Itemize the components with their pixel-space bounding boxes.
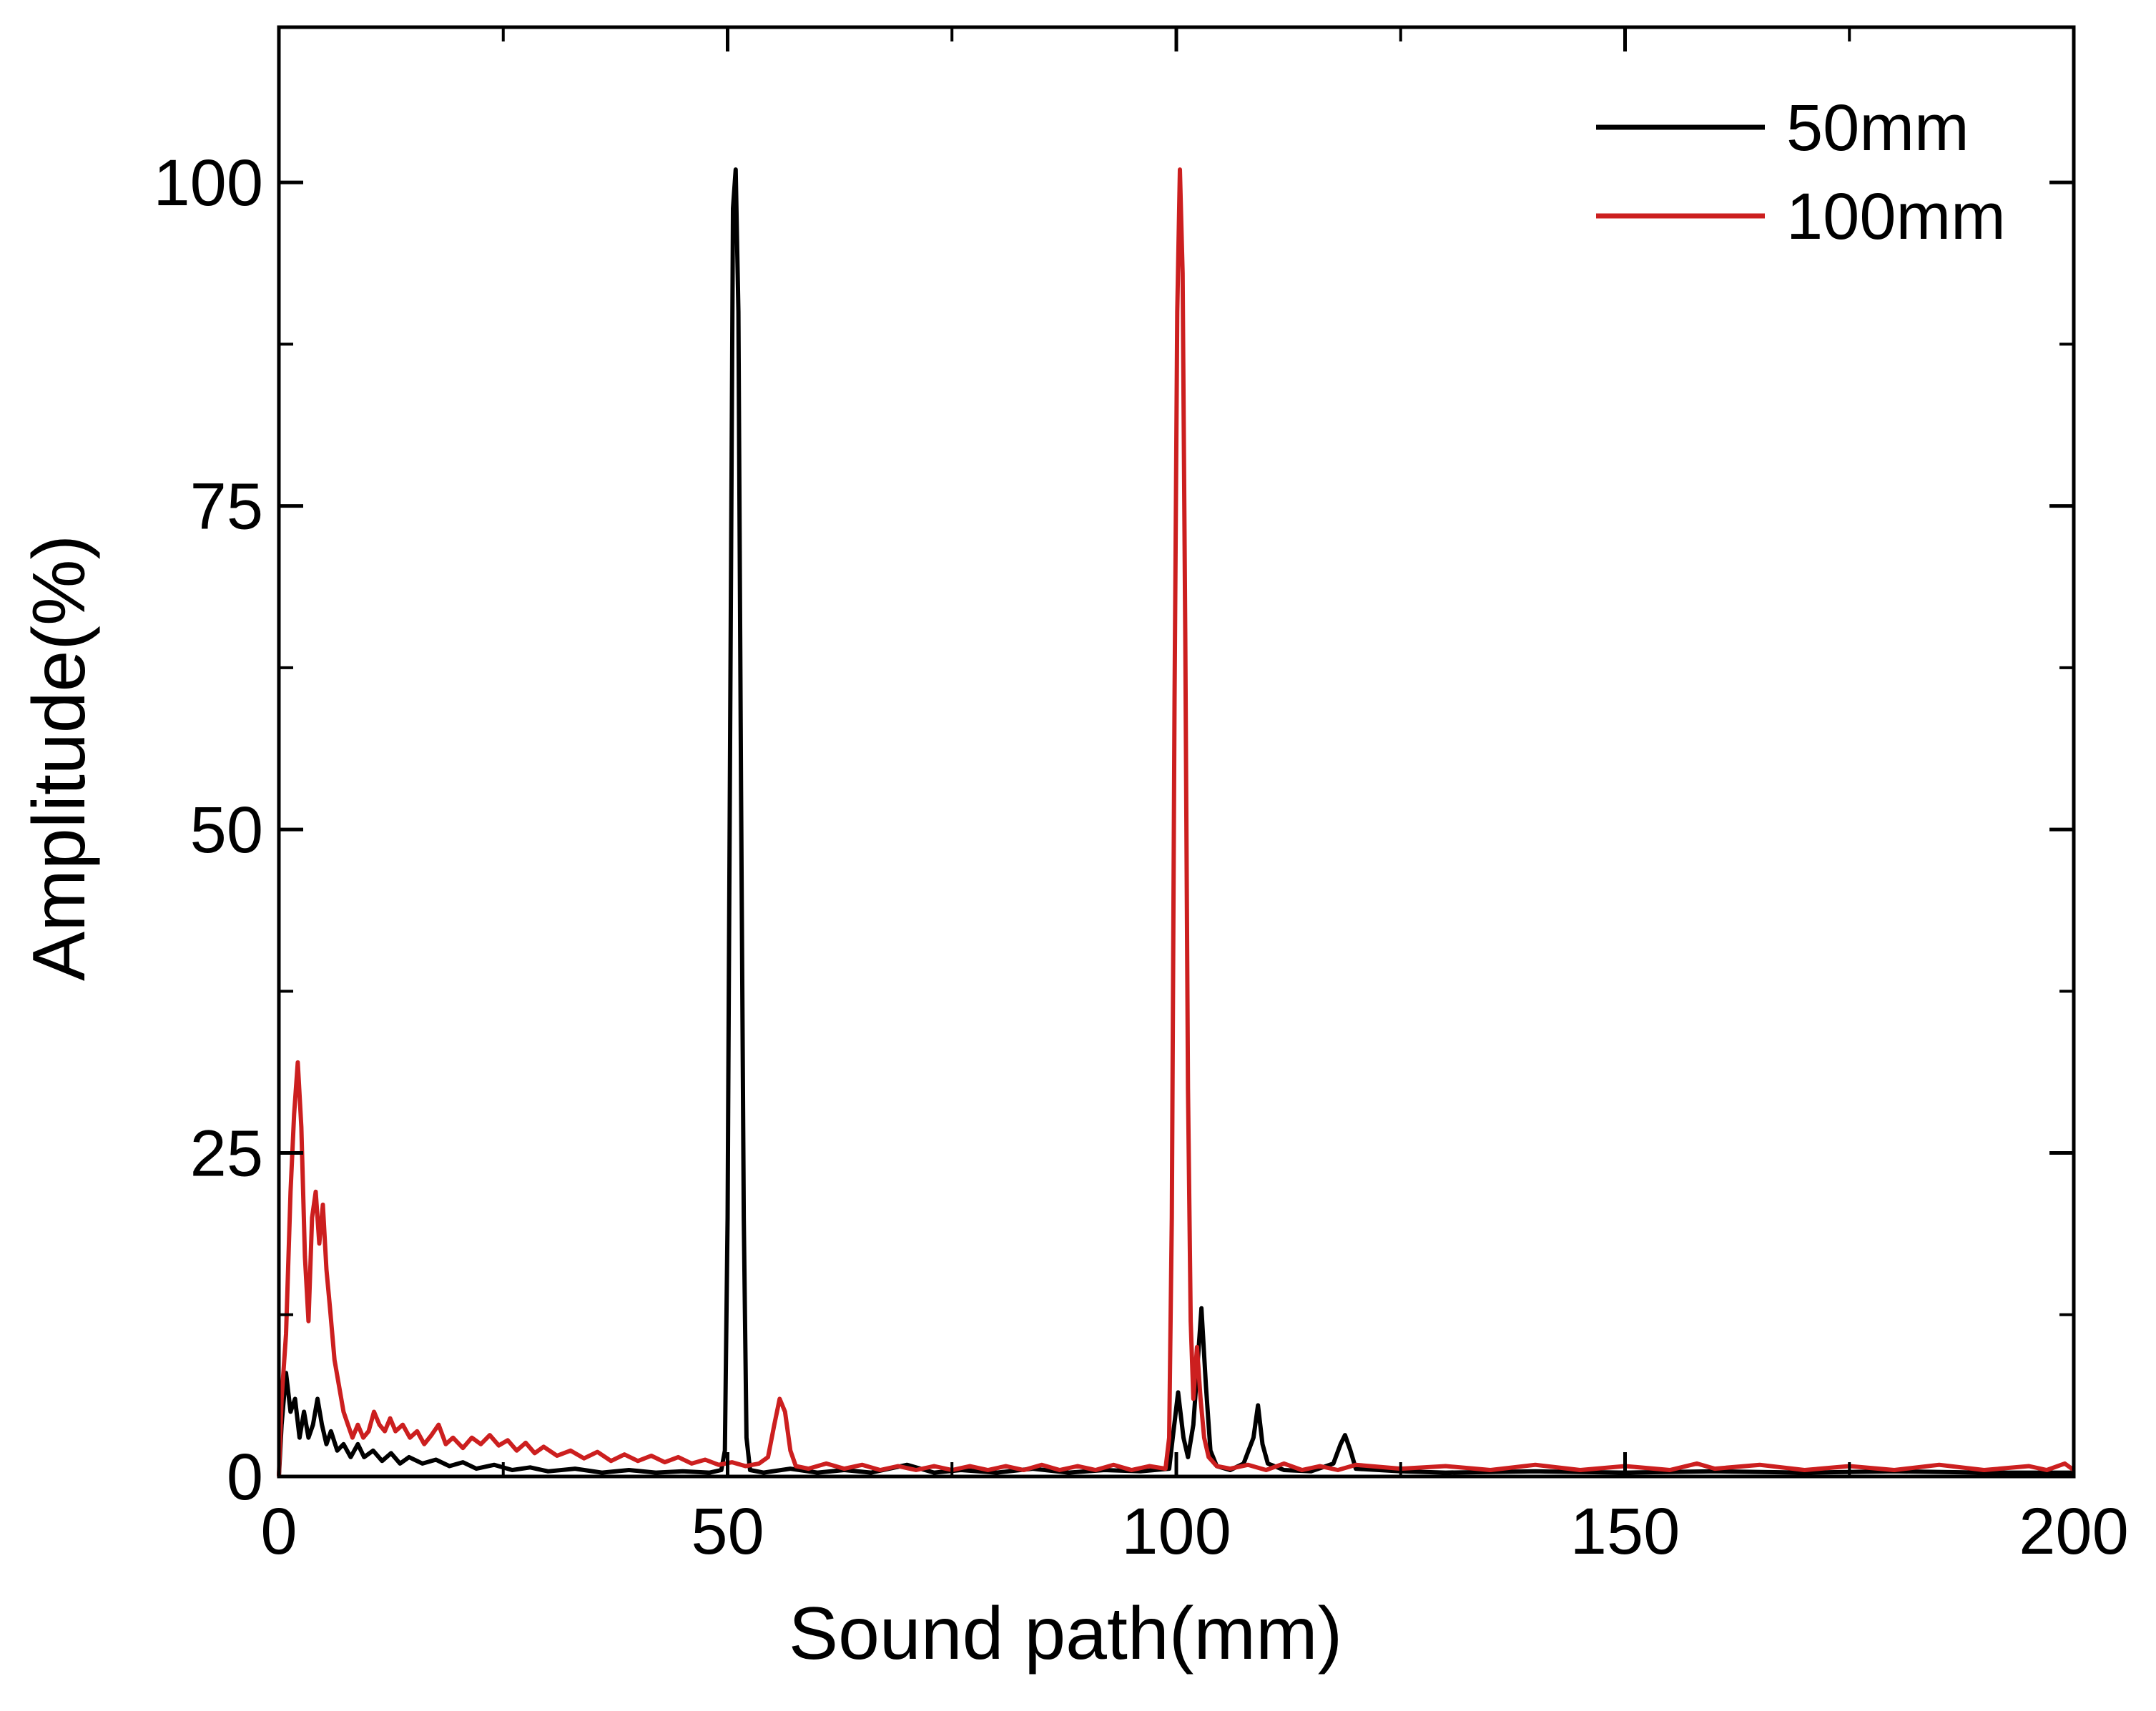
x-tick-label: 200	[2019, 1495, 2129, 1568]
legend-label-1: 50mm	[1786, 92, 1969, 164]
ticks: 0 50 100 150 200 0 25 50 75 100	[154, 27, 2129, 1568]
series-layer	[277, 167, 2075, 1477]
series-line-2	[277, 167, 2075, 1477]
y-tick-label: 50	[190, 794, 263, 867]
y-tick-label: 0	[227, 1441, 263, 1514]
y-axis-title: Amplitude(%)	[18, 535, 101, 981]
x-tick-label: 150	[1570, 1495, 1680, 1568]
legend-label-2: 100mm	[1786, 180, 2006, 253]
y-tick-label: 100	[154, 147, 264, 220]
y-tick-label: 75	[190, 470, 263, 543]
x-axis-title: Sound path(mm)	[789, 1592, 1343, 1675]
x-tick-label: 0	[260, 1495, 297, 1568]
x-tick-label: 100	[1121, 1495, 1231, 1568]
y-tick-label: 25	[190, 1118, 263, 1190]
legend: 50mm 100mm	[1596, 92, 2006, 253]
x-tick-label: 50	[691, 1495, 764, 1568]
